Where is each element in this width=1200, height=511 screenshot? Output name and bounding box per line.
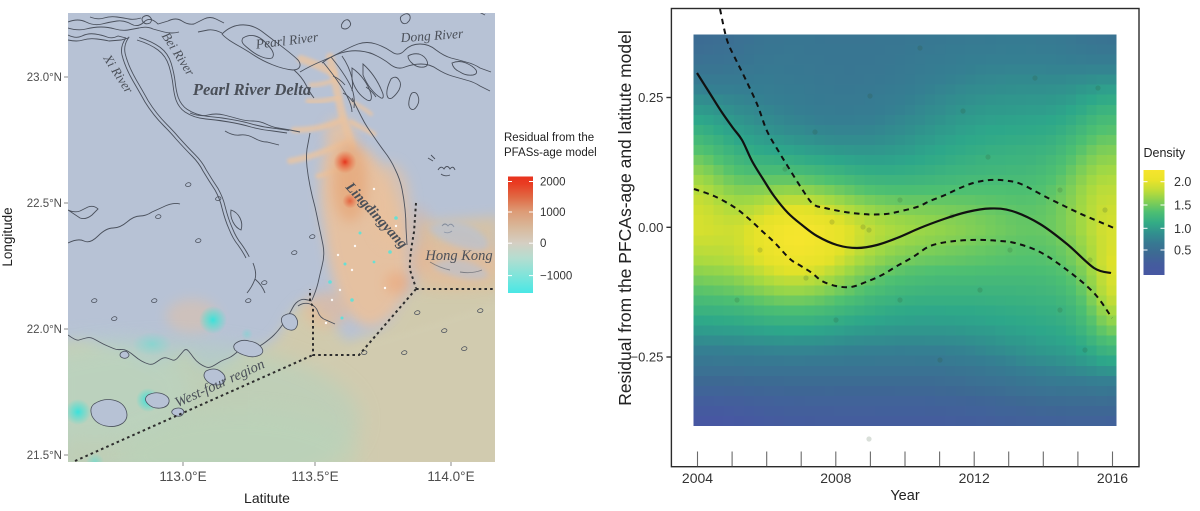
svg-text:0.5: 0.5 xyxy=(1174,244,1191,258)
svg-text:0.00: 0.00 xyxy=(638,220,663,235)
svg-text:2012: 2012 xyxy=(959,470,990,486)
svg-text:Residual from the PFCAs-age a: Residual from the PFCAs-age and latitute… xyxy=(615,30,635,405)
svg-text:Longitude: Longitude xyxy=(0,207,15,266)
svg-text:Hong Kong: Hong Kong xyxy=(424,248,492,264)
svg-text:−0.25: −0.25 xyxy=(630,350,663,365)
svg-text:113.5°E: 113.5°E xyxy=(291,469,338,484)
svg-text:Pearl River Delta: Pearl River Delta xyxy=(192,80,311,99)
svg-text:2004: 2004 xyxy=(682,470,713,486)
svg-text:PFASs-age model: PFASs-age model xyxy=(504,147,597,159)
svg-text:Year: Year xyxy=(890,488,919,504)
svg-text:Latitute: Latitute xyxy=(244,490,290,506)
svg-text:−1000: −1000 xyxy=(540,271,572,283)
svg-text:21.5°N: 21.5°N xyxy=(27,450,62,462)
svg-text:113.0°E: 113.0°E xyxy=(159,469,206,484)
svg-text:114.0°E: 114.0°E xyxy=(427,469,474,484)
svg-text:0.25: 0.25 xyxy=(638,90,663,105)
svg-text:2.0: 2.0 xyxy=(1174,175,1191,189)
svg-text:22.5°N: 22.5°N xyxy=(27,198,62,210)
svg-text:2008: 2008 xyxy=(820,470,851,486)
svg-text:2000: 2000 xyxy=(540,177,566,189)
svg-text:2016: 2016 xyxy=(1097,470,1128,486)
svg-text:1.5: 1.5 xyxy=(1174,199,1191,213)
svg-text:1000: 1000 xyxy=(540,207,566,219)
svg-text:Residual from the: Residual from the xyxy=(504,132,594,144)
svg-text:0: 0 xyxy=(540,238,546,250)
svg-text:Density: Density xyxy=(1144,146,1186,160)
svg-text:22.0°N: 22.0°N xyxy=(27,324,62,336)
svg-text:1.0: 1.0 xyxy=(1174,222,1191,236)
svg-text:23.0°N: 23.0°N xyxy=(27,72,62,84)
svg-text:Dong River: Dong River xyxy=(399,26,464,45)
